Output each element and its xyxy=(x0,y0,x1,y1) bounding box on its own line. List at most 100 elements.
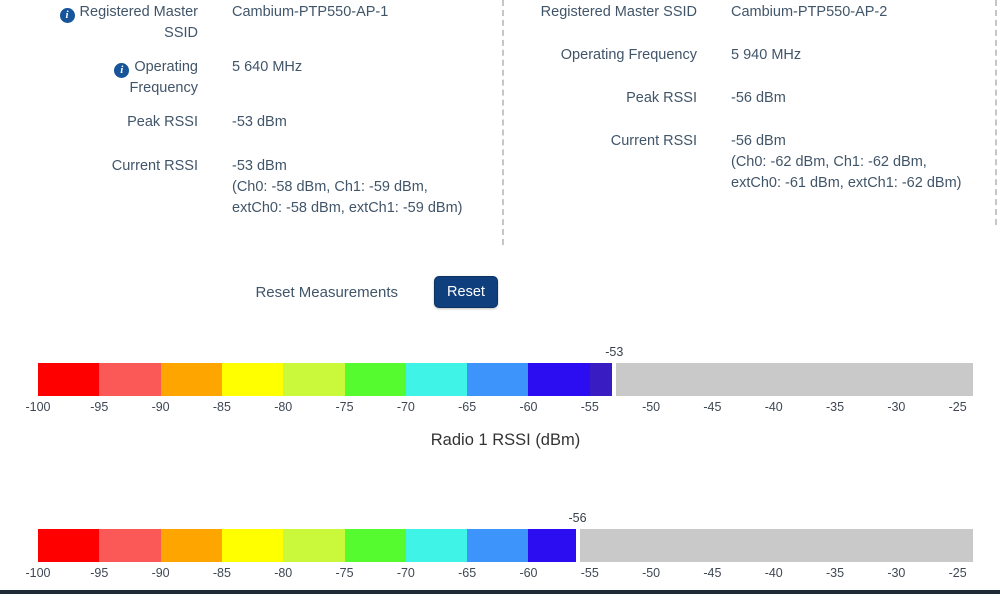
gauge-segment xyxy=(467,529,529,562)
axis-tick: -25 xyxy=(948,400,967,414)
gauge-segment xyxy=(528,529,578,562)
axis-tick: -75 xyxy=(335,400,354,414)
gauge-empty-segment xyxy=(577,529,973,562)
gauge-segment xyxy=(589,363,615,396)
axis-tick: -95 xyxy=(90,566,109,580)
field-value-main: 5 940 MHz xyxy=(731,47,802,63)
gauge-segment xyxy=(405,529,468,562)
field-label: i Operating Frequency xyxy=(50,57,198,99)
field-label-text: Registered Master SSID xyxy=(79,4,198,41)
axis-tick: -60 xyxy=(519,400,538,414)
field-label-text: Peak RSSI xyxy=(127,114,198,130)
axis-tick: -50 xyxy=(642,566,661,580)
field-label-text: Operating Frequency xyxy=(560,47,697,63)
field-label: Current RSSI xyxy=(505,131,697,152)
axis-tick: -65 xyxy=(458,400,477,414)
axis-tick: -25 xyxy=(948,566,967,580)
rssi-marker xyxy=(575,525,580,566)
axis-tick: -95 xyxy=(90,400,109,414)
field-label-text: Operating Frequency xyxy=(129,59,198,96)
gauge-segment xyxy=(283,529,345,562)
axis-tick: -70 xyxy=(396,566,415,580)
gauge-segment xyxy=(38,363,100,396)
panel-divider-left xyxy=(502,0,504,245)
rssi-marker-value: -56 xyxy=(568,511,587,525)
axis-tick: -90 xyxy=(151,566,170,580)
field-label: Registered Master SSID xyxy=(505,2,697,23)
gauge-segment xyxy=(221,529,284,562)
reset-measurements-label: Reset Measurements xyxy=(255,284,398,301)
field-label-text: Current RSSI xyxy=(111,158,198,174)
field-value-main: -56 dBm xyxy=(731,133,786,149)
field-value-main: -53 dBm xyxy=(232,114,287,130)
page-bottom-edge xyxy=(0,590,1000,594)
gauge-title: Radio 1 RSSI (dBm) xyxy=(430,431,581,449)
gauge-segment xyxy=(99,363,161,396)
radio-1-status-panel: i Registered Master SSID Cambium-PTP550-AP… xyxy=(50,0,490,250)
axis-tick: -100 xyxy=(25,566,51,580)
axis-tick: -30 xyxy=(887,566,906,580)
reset-button[interactable]: Reset xyxy=(434,276,498,308)
axis-tick: -40 xyxy=(764,400,783,414)
info-row: Peak RSSI -56 dBm xyxy=(505,88,985,109)
field-label-text: Current RSSI xyxy=(610,133,697,149)
info-row: Current RSSI -56 dBm (Ch0: -62 dBm, Ch1: -… xyxy=(505,131,985,194)
rssi-gauge-radio-2: -56 -100 -95 -90 -85 -80 -75 -70 -65 -60 -55 -50 -45… xyxy=(25,511,973,586)
axis-tick: -100 xyxy=(25,400,51,414)
field-value: Cambium-PTP550-AP-1 xyxy=(232,2,388,23)
gauge-segment xyxy=(160,529,222,562)
axis-tick: -35 xyxy=(826,400,845,414)
axis-tick: -90 xyxy=(151,400,170,414)
field-value-detail: (Ch0: -58 dBm, Ch1: -59 dBm, xyxy=(232,179,428,195)
radio-2-status-panel: Registered Master SSID Cambium-PTP550-AP-… xyxy=(505,0,985,250)
gauge-segment xyxy=(221,363,284,396)
gauge-segment xyxy=(405,363,468,396)
field-value: -53 dBm xyxy=(232,112,287,133)
field-value: 5 940 MHz xyxy=(731,45,801,66)
info-row: Operating Frequency 5 940 MHz xyxy=(505,45,985,66)
field-value-main: 5 640 MHz xyxy=(232,59,303,75)
gauge-segment xyxy=(160,363,222,396)
field-value-detail: (Ch0: -62 dBm, Ch1: -62 dBm, xyxy=(731,154,927,170)
field-label: i Registered Master SSID xyxy=(50,2,198,44)
axis-tick: -40 xyxy=(764,566,783,580)
field-value-detail: extCh0: -61 dBm, extCh1: -62 dBm) xyxy=(731,175,962,191)
axis-tick: -55 xyxy=(580,400,599,414)
info-icon[interactable]: i xyxy=(114,63,130,78)
axis-tick: -45 xyxy=(703,400,722,414)
gauge-bar xyxy=(38,529,973,562)
field-label-text: Peak RSSI xyxy=(626,90,697,106)
gauge-segment xyxy=(283,363,345,396)
field-value: -56 dBm (Ch0: -62 dBm, Ch1: -62 dBm, extCh… xyxy=(731,131,962,194)
gauge-empty-segment xyxy=(614,363,973,396)
field-value-main: -56 dBm xyxy=(731,90,786,106)
field-label: Operating Frequency xyxy=(505,45,697,66)
axis-tick: -55 xyxy=(580,566,599,580)
gauge-bar xyxy=(38,363,973,396)
info-row: Current RSSI -53 dBm (Ch0: -58 dBm, Ch1: -… xyxy=(50,156,490,219)
gauge-segment xyxy=(99,529,161,562)
rssi-marker-value: -53 xyxy=(605,345,624,359)
axis-tick: -65 xyxy=(458,566,477,580)
axis-tick: -30 xyxy=(887,400,906,414)
info-row: i Operating Frequency 5 640 MHz xyxy=(50,57,490,99)
field-value-detail: extCh0: -58 dBm, extCh1: -59 dBm) xyxy=(232,200,463,216)
axis-tick: -80 xyxy=(274,400,293,414)
field-value: -56 dBm xyxy=(731,88,786,109)
gauge-segment xyxy=(528,363,590,396)
axis-tick: -35 xyxy=(826,566,845,580)
field-value-main: Cambium-PTP550-AP-1 xyxy=(232,4,389,20)
info-row: i Registered Master SSID Cambium-PTP550-AP… xyxy=(50,2,490,44)
gauge-segment xyxy=(38,529,100,562)
field-value: Cambium-PTP550-AP-2 xyxy=(731,2,887,23)
info-row: Registered Master SSID Cambium-PTP550-AP-… xyxy=(505,2,985,23)
info-icon[interactable]: i xyxy=(59,8,75,23)
gauge-segment xyxy=(344,529,406,562)
info-row: Peak RSSI -53 dBm xyxy=(50,112,490,133)
rssi-gauge-radio-1: -53 -100 -95 -90 -85 -80 -75 -70 -65 -60 -55 -50 -45… xyxy=(25,345,973,460)
axis-tick: -80 xyxy=(274,566,293,580)
field-value-main: Cambium-PTP550-AP-2 xyxy=(731,4,888,20)
rssi-marker xyxy=(612,359,617,400)
axis-tick: -50 xyxy=(642,400,661,414)
